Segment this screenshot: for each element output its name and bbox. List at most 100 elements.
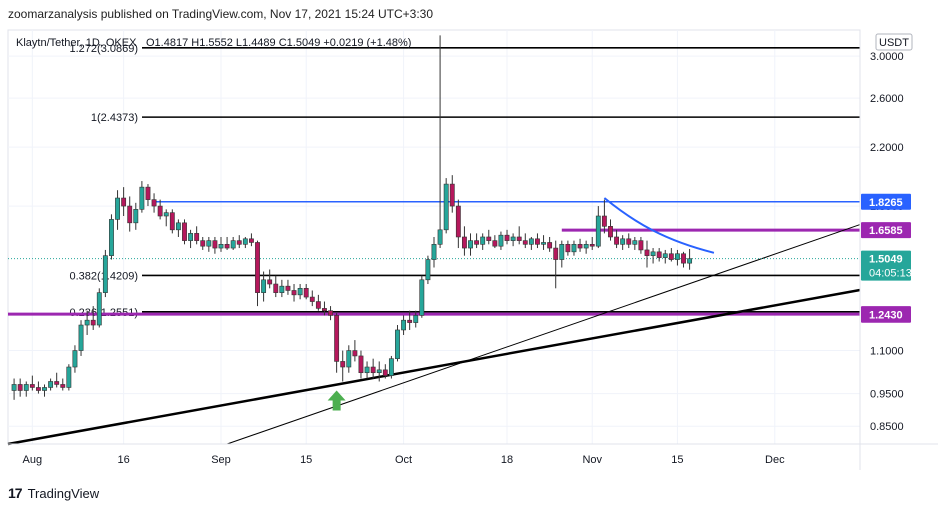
- candle-body: [17, 384, 23, 391]
- candle-body: [674, 253, 680, 260]
- candle: [395, 325, 400, 362]
- price-chart[interactable]: 1.272(3.0869)1(2.4373)0.382(1.4209)0.236…: [0, 0, 938, 480]
- candle: [200, 236, 206, 250]
- candle: [504, 229, 510, 245]
- price-tick-label: 0.8500: [870, 421, 904, 433]
- candle: [218, 236, 224, 252]
- candle: [261, 271, 267, 302]
- price-badge: [861, 222, 911, 239]
- candle-body: [401, 319, 407, 331]
- candle: [413, 310, 419, 328]
- time-tick-label: Sep: [211, 454, 231, 466]
- candle: [127, 196, 133, 232]
- price-badge-label: 1.5049: [869, 254, 903, 266]
- candle-body: [11, 384, 17, 391]
- candle: [66, 364, 72, 391]
- candle-body: [535, 238, 540, 245]
- price-badge: [861, 250, 911, 281]
- candle-body: [273, 283, 279, 293]
- candle: [23, 381, 29, 397]
- price-tick-label: 2.2000: [870, 142, 904, 154]
- candle-body: [626, 238, 632, 245]
- candle-body: [492, 240, 498, 247]
- candle: [656, 248, 662, 262]
- candle: [498, 231, 504, 250]
- candle-body: [370, 366, 376, 374]
- candle-body: [163, 212, 169, 217]
- candle-body: [90, 319, 96, 326]
- candle: [565, 240, 571, 256]
- candle-body: [589, 244, 595, 247]
- candle: [474, 233, 480, 249]
- candle-body: [620, 238, 626, 245]
- time-tick-label: 18: [501, 454, 513, 466]
- price-badge-label: 1.8265: [869, 197, 903, 209]
- candle-body: [255, 242, 260, 293]
- candle: [589, 236, 595, 250]
- candle: [236, 235, 242, 249]
- candle-body: [35, 387, 41, 391]
- candle-body: [334, 315, 340, 362]
- candle: [559, 240, 565, 268]
- candle: [48, 378, 54, 391]
- candle-body: [194, 233, 200, 241]
- price-badge: [861, 193, 911, 210]
- candle-body: [638, 240, 644, 251]
- time-tick-label: 15: [671, 454, 683, 466]
- candle: [42, 384, 47, 397]
- candle: [157, 199, 163, 220]
- candle: [577, 238, 583, 252]
- candle: [328, 306, 333, 321]
- candle: [583, 240, 589, 254]
- candle: [595, 206, 601, 249]
- candle-body: [358, 355, 364, 374]
- price-tick-label: 2.6000: [870, 93, 904, 105]
- candle: [662, 249, 668, 264]
- candle-body: [681, 253, 686, 264]
- candle: [188, 229, 194, 249]
- price-tick-label: 1.1000: [870, 346, 904, 358]
- currency-button[interactable]: USDT: [875, 33, 913, 51]
- candle: [29, 375, 35, 391]
- candle-body: [267, 279, 273, 285]
- candle-body: [474, 240, 480, 245]
- candle: [163, 209, 169, 227]
- candle: [175, 219, 181, 237]
- candle: [346, 345, 352, 373]
- candle-body: [121, 197, 127, 207]
- candle-body: [42, 387, 47, 391]
- candle-body: [395, 329, 400, 359]
- candle: [547, 236, 553, 252]
- candle: [480, 233, 486, 250]
- candle-body: [182, 222, 187, 241]
- candle-body: [139, 186, 145, 210]
- candle-body: [522, 240, 528, 245]
- candle-body: [224, 244, 230, 249]
- candle-body: [102, 255, 108, 293]
- candle: [614, 229, 620, 249]
- candle-body: [175, 222, 181, 231]
- candle: [668, 248, 674, 262]
- candle-body: [547, 242, 553, 249]
- time-tick-label: Aug: [23, 454, 43, 466]
- candle-body: [151, 199, 157, 207]
- candle: [291, 284, 297, 302]
- candle: [571, 240, 577, 256]
- candle-body: [583, 244, 589, 249]
- candle-body: [352, 350, 358, 357]
- candle-body: [541, 242, 546, 245]
- time-tick-label: Dec: [765, 454, 785, 466]
- candle: [182, 219, 187, 245]
- price-axis[interactable]: 3.00002.60002.20001.80001.10000.95000.85…: [870, 51, 904, 433]
- candle: [139, 181, 145, 213]
- candle: [364, 361, 370, 379]
- candle-body: [48, 381, 54, 388]
- candle: [376, 361, 382, 382]
- candle-body: [206, 240, 212, 247]
- candle: [334, 313, 340, 373]
- price-badge-label: 1.6585: [869, 225, 903, 237]
- candle: [279, 279, 285, 298]
- candle-body: [322, 308, 327, 312]
- time-axis[interactable]: Aug 16 Sep 15 Oct 18 Nov 15 Dec: [23, 454, 786, 466]
